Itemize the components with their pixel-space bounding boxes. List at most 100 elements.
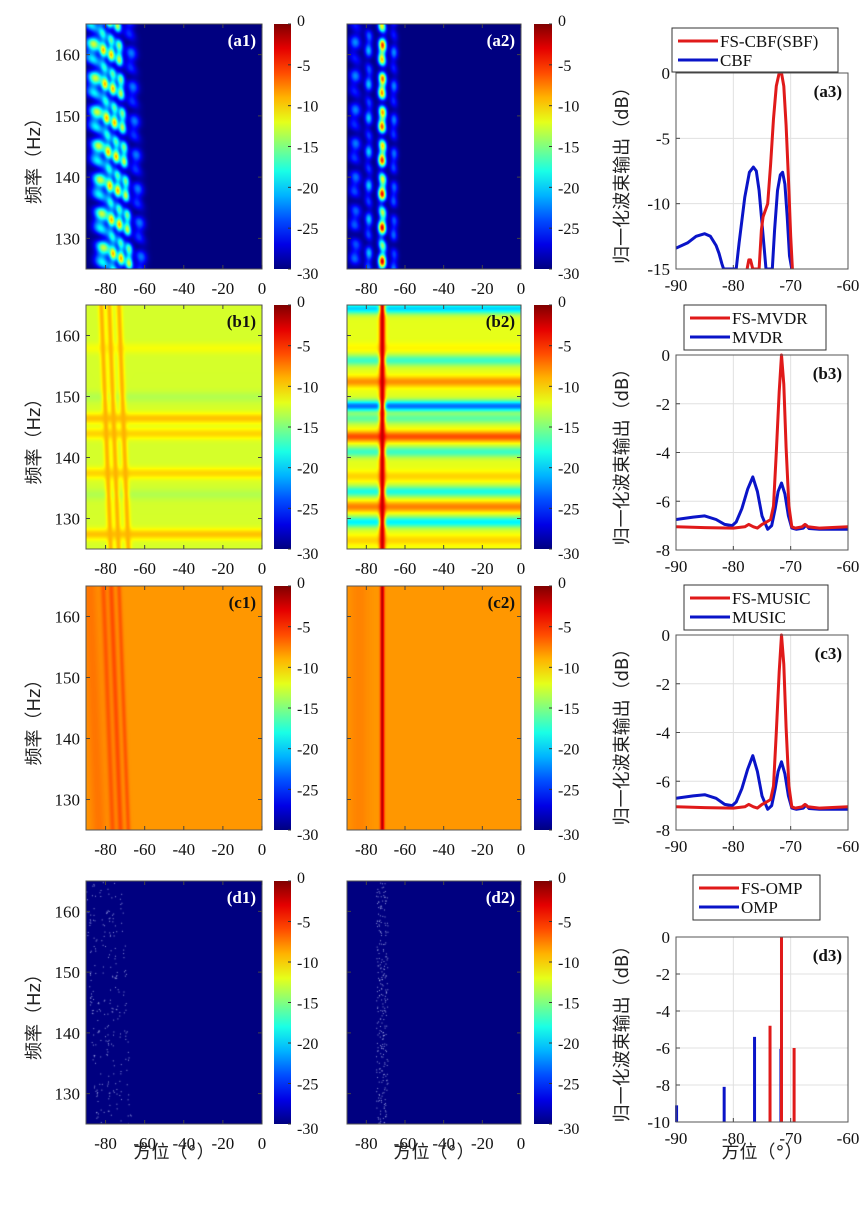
x-axis-label: 方位（°）: [134, 1142, 215, 1163]
legend-entry: MVDR: [732, 328, 784, 347]
series-line-cbf: [676, 165, 794, 269]
heatmap-image: [347, 881, 521, 1124]
x-tick-label: -60: [394, 840, 417, 859]
colorbar: [534, 24, 552, 269]
x-tick-label: -90: [665, 557, 688, 576]
x-tick-label: -20: [212, 1134, 235, 1153]
legend-entry: OMP: [741, 898, 778, 917]
x-tick-label: -40: [172, 840, 195, 859]
x-tick-label: -40: [432, 559, 455, 578]
colorbar-tick-label: -20: [297, 461, 318, 478]
x-tick-label: -80: [722, 837, 745, 856]
heatmap-panel-d1: -80 -60 -40 -20 0 130 140 150 160 (d1) 0 -5 -10 -15 -2…: [24, 870, 318, 1163]
colorbar-tick-label: -30: [297, 546, 318, 563]
y-axis-label: 频率（Hz）: [24, 390, 45, 485]
colorbar-tick-label: -10: [558, 660, 579, 677]
panel-label: (d3): [813, 946, 842, 965]
legend-entry: CBF: [720, 51, 752, 70]
colorbar-tick-label: -25: [558, 501, 579, 518]
colorbar-tick-label: -20: [558, 1036, 579, 1053]
x-tick-label: -90: [665, 1129, 688, 1148]
x-tick-label: 0: [258, 840, 267, 859]
colorbar-tick-label: -15: [558, 701, 579, 718]
x-tick-label: -40: [172, 559, 195, 578]
colorbar: [274, 586, 291, 830]
x-tick-label: -60: [133, 279, 156, 298]
plot-frame: [675, 72, 849, 270]
plot-background: [676, 937, 848, 1122]
colorbar-tick-label: 0: [297, 870, 305, 887]
y-tick-label: 150: [55, 388, 81, 407]
colorbar: [274, 881, 291, 1124]
y-tick-label: -2: [656, 965, 670, 984]
colorbar: [274, 24, 291, 269]
colorbar-tick-label: -15: [558, 420, 579, 437]
plot-frame: [85, 880, 263, 1125]
x-tick-label: -60: [133, 1134, 156, 1153]
y-tick-label: -4: [656, 724, 671, 743]
panel-label: (a1): [228, 31, 256, 50]
y-tick-label: 160: [55, 902, 81, 921]
y-tick-label: 140: [55, 168, 81, 187]
colorbar-tick-label: -5: [558, 915, 571, 932]
plot-frame: [346, 23, 522, 270]
colorbar-tick-label: -30: [297, 266, 318, 283]
plot-frame: [85, 304, 263, 550]
line-panel-a3: -90 -80 -70 -60 0 -5 -10 -15 (a3) FS-CBF(SBF)CBF 归…: [612, 27, 860, 295]
plot-frame: [85, 585, 263, 831]
legend-box: [692, 874, 821, 921]
heatmap-image: [347, 24, 521, 269]
colorbar-tick-label: -25: [558, 1077, 579, 1094]
x-tick-label: -60: [394, 1134, 417, 1153]
legend-entry: MUSIC: [732, 608, 786, 627]
y-tick-label: -2: [656, 675, 670, 694]
x-tick-label: -60: [837, 276, 860, 295]
colorbar-tick-label: -30: [558, 1121, 579, 1138]
x-tick-label: -40: [432, 1134, 455, 1153]
x-tick-label: -80: [722, 276, 745, 295]
y-tick-label: 160: [55, 327, 81, 346]
colorbar-tick-label: -10: [297, 660, 318, 677]
y-tick-label: 130: [55, 510, 81, 529]
colorbar: [274, 305, 291, 549]
colorbar-tick-label: -5: [297, 58, 310, 75]
x-tick-label: -80: [722, 1129, 745, 1148]
legend-entry: FS-MUSIC: [732, 589, 810, 608]
panel-label: (a2): [487, 31, 515, 50]
y-tick-label: 130: [55, 229, 81, 248]
y-tick-label: -6: [656, 492, 670, 511]
colorbar-tick-label: -30: [297, 1121, 318, 1138]
colorbar-tick-label: -10: [558, 955, 579, 972]
y-tick-label: 0: [662, 928, 671, 947]
x-tick-label: -40: [432, 840, 455, 859]
x-tick-label: -80: [94, 559, 117, 578]
colorbar-tick-label: -20: [297, 742, 318, 759]
heatmap-image: [86, 586, 262, 830]
panel-label: (c3): [815, 644, 842, 663]
x-tick-label: -90: [665, 276, 688, 295]
x-tick-label: -80: [355, 279, 378, 298]
colorbar-tick-label: -5: [297, 339, 310, 356]
series-line-fs-cbf(sbf): [745, 71, 794, 269]
heatmap-panel-b2: -80 -60 -40 -20 0 (b2) 0 -5 -10 -15 -20 -25 -30: [346, 294, 579, 578]
legend-entry: FS-OMP: [741, 879, 802, 898]
legend-box: [671, 27, 839, 73]
colorbar-tick-label: -20: [558, 742, 579, 759]
colorbar-tick-label: -5: [558, 58, 571, 75]
heatmap-panel-c2: -80 -60 -40 -20 0 (c2) 0 -5 -10 -15 -20 -25 -30: [346, 575, 579, 859]
x-tick-label: 0: [517, 559, 526, 578]
plot-frame: [346, 880, 522, 1125]
x-tick-label: -20: [471, 1134, 494, 1153]
legend-entry: FS-CBF(SBF): [720, 32, 818, 51]
colorbar: [534, 881, 552, 1124]
x-tick-label: -80: [722, 557, 745, 576]
x-tick-label: -60: [133, 840, 156, 859]
colorbar-tick-label: -25: [558, 782, 579, 799]
y-axis-label: 归一化波束输出（dB）: [612, 78, 633, 264]
y-tick-label: -2: [656, 395, 670, 414]
y-tick-label: 150: [55, 107, 81, 126]
heatmap-panel-b1: -80 -60 -40 -20 0 130 140 150 160 (b1) 0 -5 -10 -15 -2…: [24, 294, 318, 578]
colorbar-tick-label: 0: [558, 870, 566, 887]
